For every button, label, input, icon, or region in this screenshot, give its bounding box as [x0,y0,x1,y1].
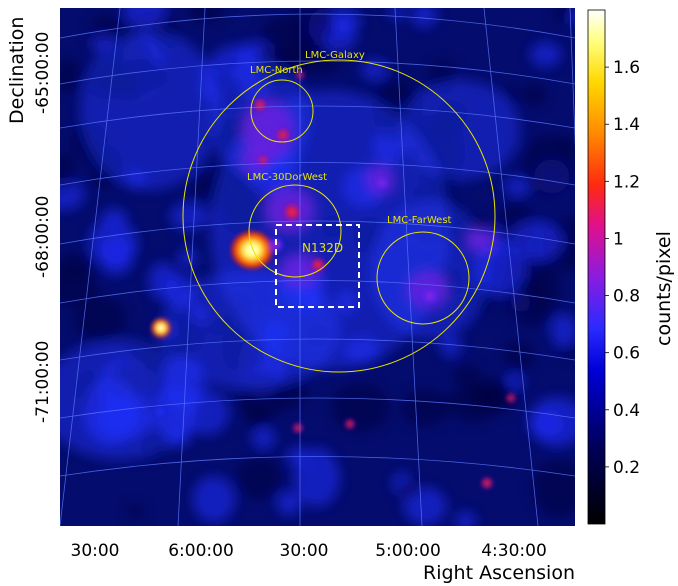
emission-region [242,100,294,160]
emission-texture [245,405,270,430]
bright-source [230,230,274,270]
emission-texture [192,476,235,523]
emission-peak [292,422,304,434]
y-tick-label: -71:00:00 [33,341,53,424]
region-lmc-galaxy [182,59,496,373]
emission-peak [153,405,167,419]
emission-texture [276,490,301,516]
colorbar-tick-label: 1.6 [613,58,640,78]
emission-region [241,148,269,172]
colorbar-tick-label: 0.6 [613,344,640,364]
bright-source [151,318,171,338]
emission-peak [376,177,388,189]
emission-peak [310,257,326,273]
emission-texture [361,59,389,80]
emission-texture [148,262,178,301]
colorbar-tick-label: 1 [613,229,624,249]
emission-texture [388,8,406,20]
emission-texture [439,335,462,357]
emission-texture [502,340,535,372]
emission-peak [282,202,302,222]
region-lmc-farwest [376,231,470,325]
emission-texture [529,41,562,67]
colorbar-tick-label: 0.4 [613,401,640,421]
region-lmc-30dorwest [248,184,342,278]
emission-texture [554,8,575,24]
emission-peak [257,154,269,166]
emission-texture [504,176,531,197]
emission-texture [550,313,575,348]
emission-texture [188,8,225,24]
emission-texture [447,384,499,423]
emission-texture [557,137,575,154]
x-tick-label: 5:00:00 [375,541,441,561]
colorbar [587,9,606,525]
emission-texture [509,220,564,262]
y-tick-label: -65:00:00 [33,32,53,115]
y-axis-label: Declination [6,17,28,124]
emission-texture [178,247,198,269]
emission-texture [529,396,575,447]
emission-texture [330,382,390,432]
region-label-lmc-north: LMC-North [250,65,303,76]
emission-region [60,340,200,460]
colorbar-tick-label: 0.2 [613,458,640,478]
emission-texture [73,295,127,346]
colorbar-tick-label: 1.2 [613,172,640,192]
emission-texture [455,511,477,526]
emission-peak [253,98,267,112]
x-tick-label: 30:00 [280,541,329,561]
emission-peak [344,418,356,430]
emission-peak [275,127,291,143]
region-label-lmc-30dorwest: LMC-30DorWest [247,172,327,183]
region-label-n132d: N132D [302,241,343,255]
region-lmc-north [250,79,314,143]
x-axis-label: Right Ascension [423,562,575,584]
emission-region [160,270,340,390]
region-label-lmc-galaxy: LMC-Galaxy [305,50,365,61]
emission-texture [251,426,276,450]
emission-texture [88,219,138,267]
emission-texture [396,480,421,499]
emission-texture [60,252,93,279]
emission-texture [400,389,450,427]
emission-texture [293,448,340,507]
emission-peak [505,392,517,404]
x-tick-label: 4:30:00 [481,541,547,561]
emission-region [400,80,520,180]
emission-texture [522,83,547,107]
emission-texture [169,202,209,231]
emission-peak [480,476,494,490]
emission-texture [531,458,575,518]
emission-texture [60,152,76,191]
emission-region [466,228,494,252]
region-n132d-box [275,224,360,308]
colorbar-tick-label: 0.8 [613,287,640,307]
region-label-lmc-farwest: LMC-FarWest [387,215,452,226]
emission-texture [410,8,438,27]
emission-texture [60,57,83,93]
emission-texture [294,8,336,46]
x-tick-label: 30:00 [71,541,120,561]
colorbar-tick-label: 1.4 [613,115,640,135]
x-tick-label: 6:00:00 [168,541,234,561]
colorbar-label: counts/pixel [653,231,675,346]
colorbar-ticks: 0.2 0.4 0.6 0.8 1 1.2 1.4 1.6 [605,58,640,478]
regions-overlay: LMC-Galaxy LMC-North LMC-30DorWest LMC-F… [182,50,496,373]
emission-peak [422,288,438,304]
emission-region [80,30,220,190]
emission-texture [190,173,217,200]
emission-texture [235,455,283,500]
emission-texture [125,504,145,520]
emission-texture [452,363,482,386]
y-tick-label: -68:00:00 [33,196,53,279]
count-map-image: LMC-Galaxy LMC-North LMC-30DorWest LMC-F… [60,8,575,526]
